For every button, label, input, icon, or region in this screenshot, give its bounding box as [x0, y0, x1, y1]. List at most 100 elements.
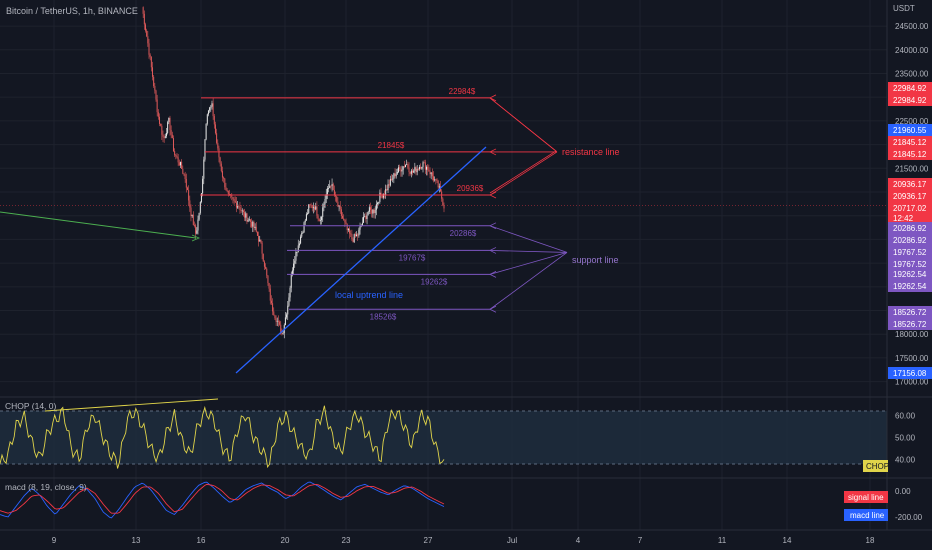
candle-body [190, 207, 192, 217]
candle-body [415, 167, 417, 173]
candle-body [186, 187, 188, 191]
candle-body [429, 171, 431, 175]
signal-legend-text: signal line [848, 493, 884, 502]
candle-body [179, 161, 181, 166]
candle-body [378, 201, 380, 203]
candle-body [382, 193, 384, 198]
candle-body [337, 201, 339, 207]
candle-body [165, 133, 167, 137]
candle-body [328, 188, 330, 189]
candle-body [387, 184, 389, 191]
candle-body [370, 207, 372, 210]
candle-body [272, 303, 274, 312]
price-label-badge [888, 148, 932, 160]
candle-body [394, 173, 396, 177]
candle-body [162, 134, 164, 137]
chop-tick-label: 50.00 [895, 434, 916, 443]
candle-body [177, 157, 179, 163]
price-label-badge [888, 234, 932, 246]
candle-body [153, 76, 155, 87]
candle-body [375, 204, 377, 210]
level-arrow-head [489, 94, 497, 102]
candle-body [209, 107, 211, 111]
price-tick-label: 18000.00 [895, 330, 929, 339]
price-tick-label: 22500.00 [895, 117, 929, 126]
candle-body [188, 190, 190, 201]
candle-body [330, 185, 332, 187]
candle-body [253, 221, 255, 228]
candle-body [332, 184, 334, 191]
candle-body [148, 43, 150, 55]
macd-title[interactable]: macd (8, 19, close, 9) [5, 482, 87, 492]
candle-body [163, 136, 165, 138]
macd-tick-label: 0.00 [895, 487, 911, 496]
candle-body [347, 228, 349, 231]
candle-body [247, 219, 249, 222]
time-tick-label: 18 [866, 536, 875, 545]
candle-body [422, 162, 424, 167]
chop-title[interactable]: CHOP (14, 0) [5, 401, 57, 411]
candle-body [308, 204, 310, 214]
candle-body [174, 151, 176, 156]
candle-body [336, 196, 338, 202]
candle-body [294, 260, 296, 264]
candle-body [269, 288, 271, 301]
candle-body [435, 179, 437, 181]
candle-body [235, 202, 237, 208]
price-label-badge [888, 178, 932, 190]
candle-body [297, 245, 299, 252]
level-arrow-head [489, 271, 497, 278]
level-price-label: 19767$ [399, 253, 426, 262]
candle-body [339, 205, 341, 210]
candle-body [199, 201, 201, 213]
candle-body [197, 219, 199, 231]
chop-band [0, 411, 887, 464]
candle-body [396, 171, 398, 174]
candle-body [295, 251, 297, 261]
candle-body [270, 300, 272, 304]
candle-body [178, 162, 180, 166]
price-label-text: 20717.02 [893, 204, 927, 213]
price-label-text: 21845.12 [893, 138, 927, 147]
candle-body [309, 204, 311, 206]
candle-body [428, 169, 430, 172]
price-label-badge [888, 367, 932, 379]
time-axis[interactable]: 9 13 16 20 23 27 Jul 4 7 11 14 18 [52, 536, 875, 545]
candle-body [277, 320, 279, 322]
candle-body [192, 214, 194, 226]
candle-body [409, 172, 411, 174]
candle-body [261, 242, 263, 254]
candle-body [317, 215, 319, 219]
candle-body [300, 236, 302, 244]
candle-body [287, 305, 289, 315]
candle-body [157, 112, 159, 117]
candle-body [353, 234, 355, 242]
price-label-text: 18526.72 [893, 308, 927, 317]
candle-body [238, 206, 240, 208]
candle-body [393, 173, 395, 179]
candle-body [302, 231, 304, 234]
chop-indicator [0, 398, 445, 469]
candle-body [268, 283, 270, 289]
candle-body [267, 275, 269, 284]
candle-body [426, 166, 428, 170]
candle-body [293, 263, 295, 271]
candle-body [366, 214, 368, 219]
candle-body [220, 163, 222, 172]
price-label-text: 17156.08 [893, 369, 927, 378]
candle-body [274, 315, 276, 319]
candle-body [357, 234, 359, 236]
candle-body [276, 320, 278, 322]
time-tick-label: 11 [718, 536, 727, 545]
candle-body [381, 195, 383, 198]
candle-body [431, 172, 433, 177]
price-tick-label: 17000.00 [895, 378, 929, 387]
symbol-title[interactable]: Bitcoin / TetherUS, 1h, BINANCE [6, 6, 138, 16]
level-price-label: 20936$ [457, 184, 484, 193]
candle-body [310, 204, 312, 206]
candle-body [259, 239, 261, 242]
candle-body [388, 184, 390, 186]
candle-body [325, 194, 327, 199]
candle-body [228, 194, 230, 195]
candle-body [183, 173, 185, 175]
